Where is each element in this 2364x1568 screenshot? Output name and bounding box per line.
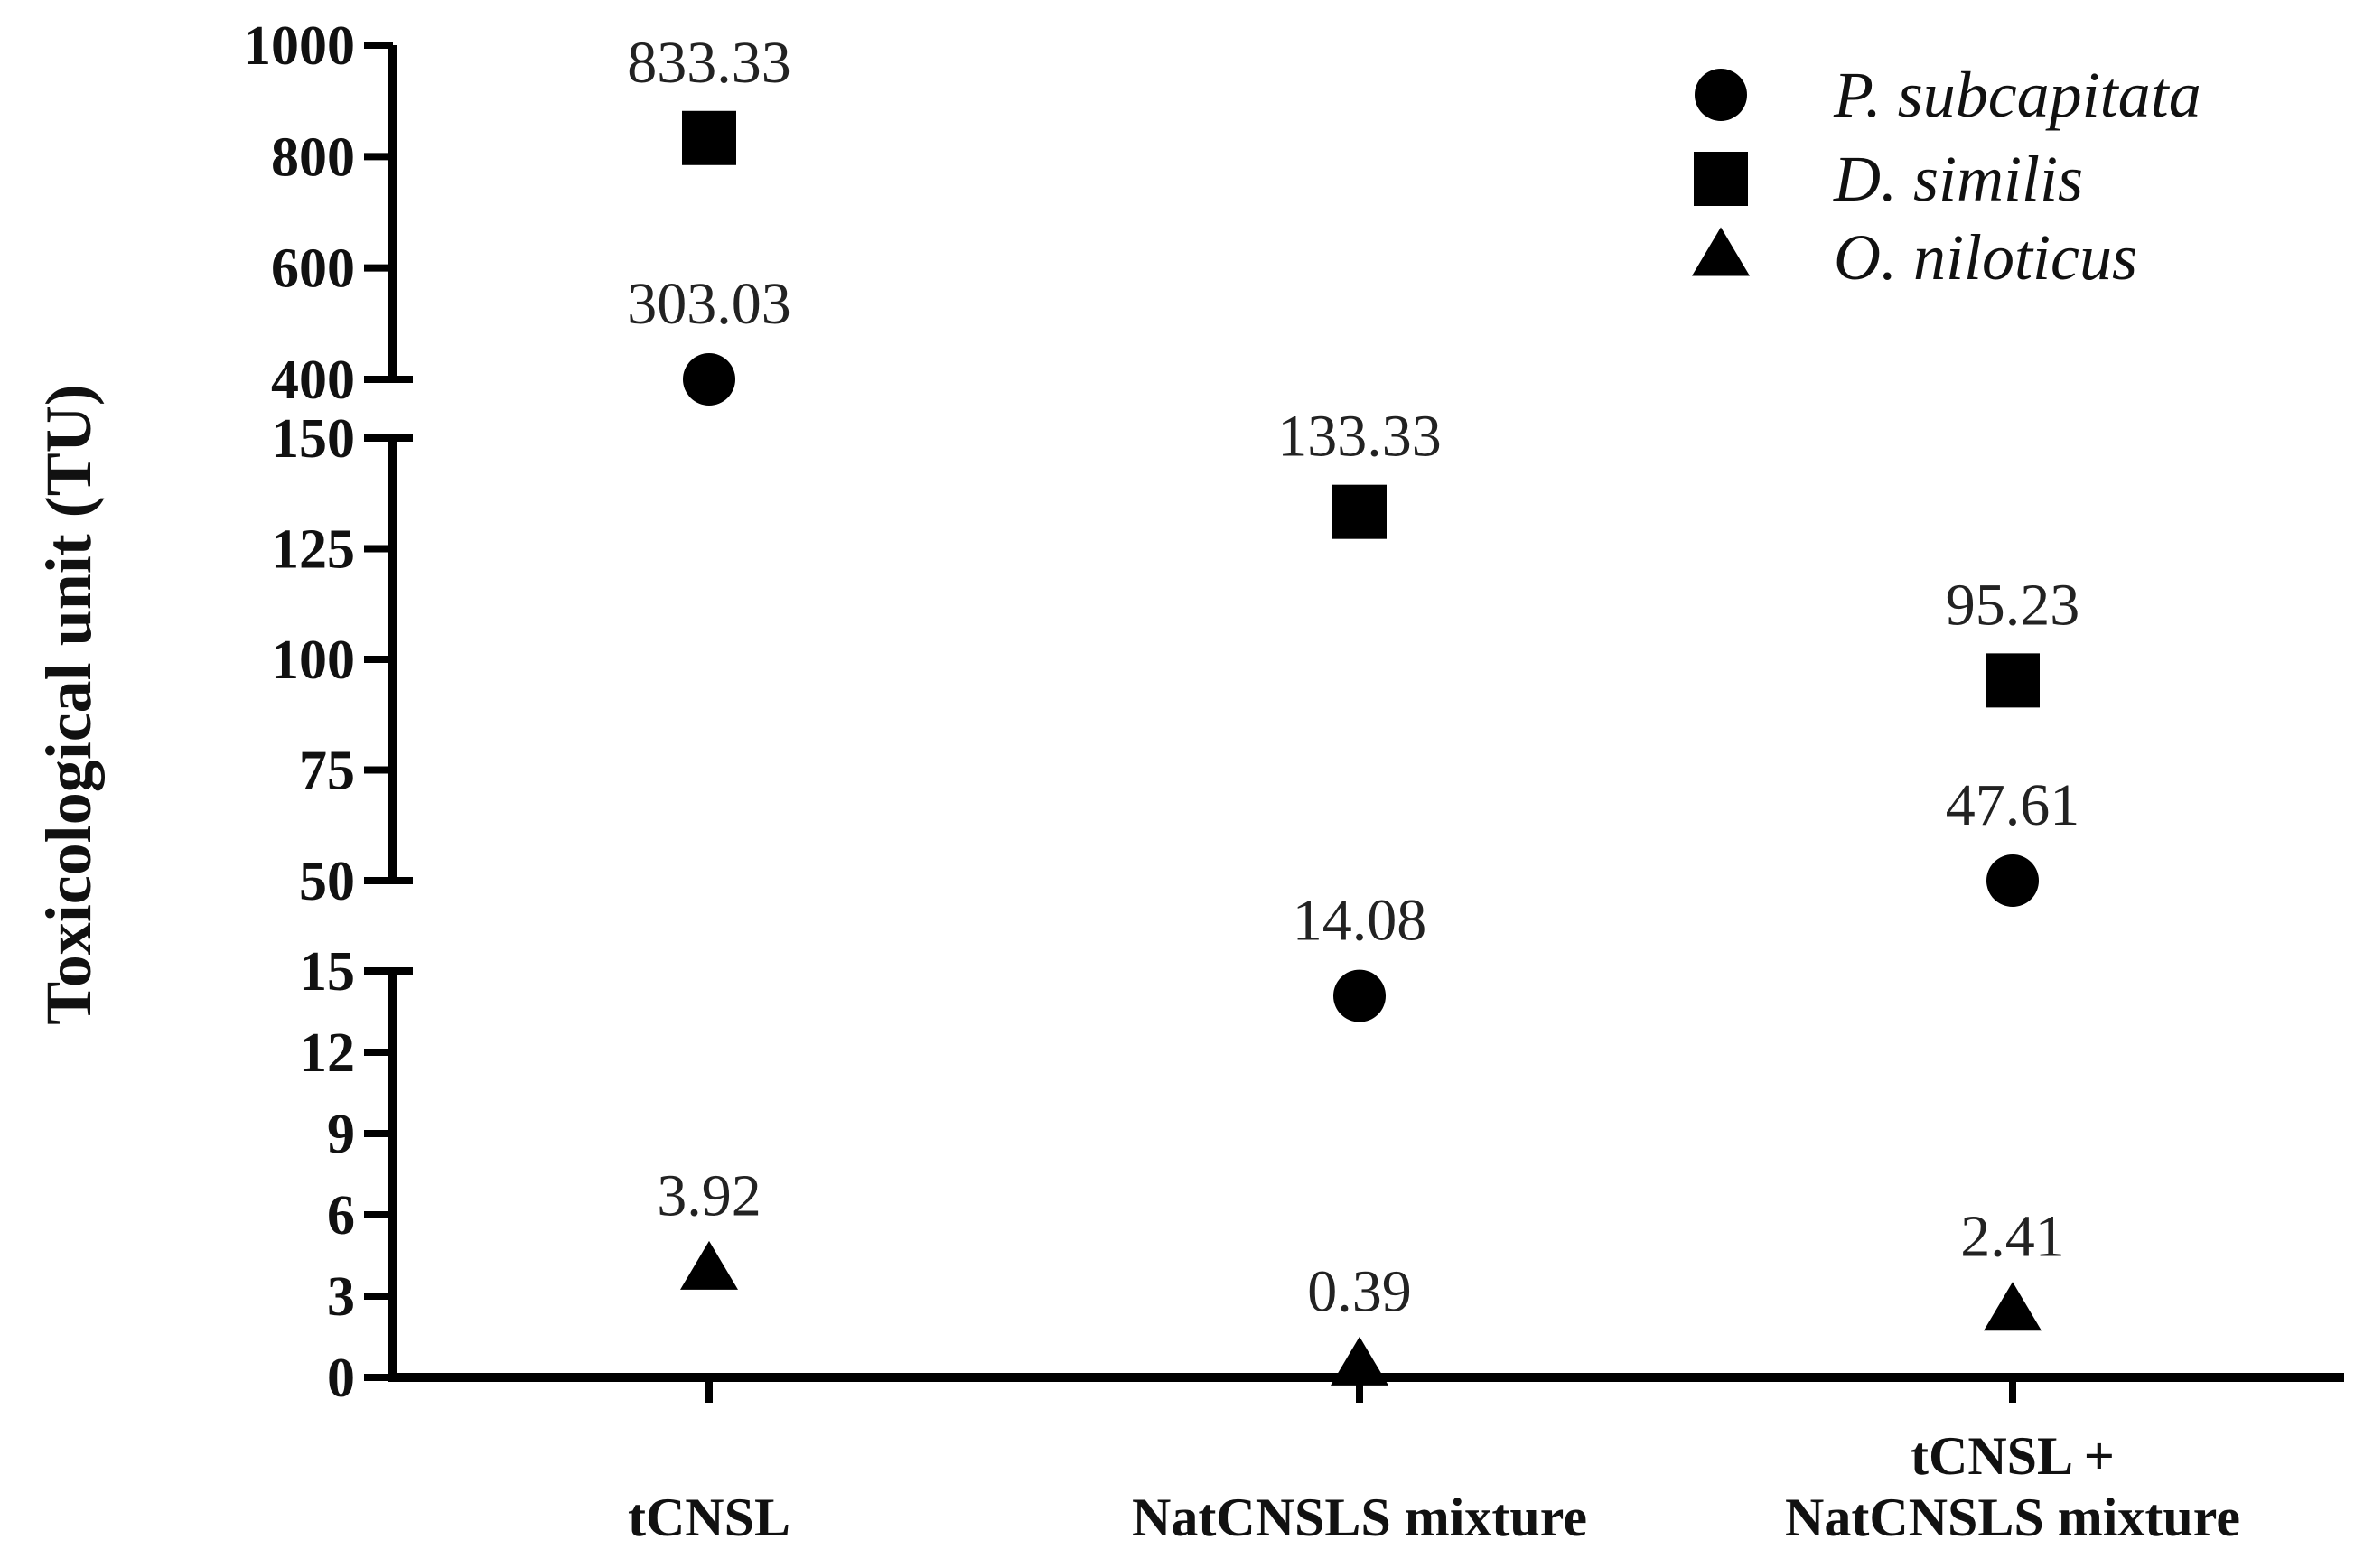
data-label: 303.03 xyxy=(627,271,791,337)
y-axis-title: Toxicological unit (TU) xyxy=(33,384,105,1024)
data-point-square xyxy=(682,110,736,165)
y-tick-label: 800 xyxy=(271,126,355,188)
y-tick-label: 1000 xyxy=(243,15,355,77)
y-tick-label: 15 xyxy=(299,941,355,1003)
x-category-label: tCNSL xyxy=(628,1488,790,1547)
x-category-label: tCNSL + xyxy=(1911,1426,2115,1486)
data-point-square xyxy=(1332,484,1387,539)
legend-square-icon xyxy=(1694,152,1748,206)
legend-label: P. subcapitata xyxy=(1833,59,2201,131)
legend-label: O. niloticus xyxy=(1834,221,2137,294)
y-tick-label: 6 xyxy=(327,1185,355,1246)
y-tick-label: 12 xyxy=(299,1022,355,1084)
x-category-label: NatCNSLS mixture xyxy=(1132,1488,1587,1547)
y-tick-label: 9 xyxy=(327,1104,355,1165)
y-tick-label: 600 xyxy=(271,238,355,300)
y-tick-label: 3 xyxy=(327,1266,355,1328)
y-tick-label: 100 xyxy=(271,630,355,691)
legend-triangle-icon xyxy=(1692,227,1750,276)
data-point-triangle xyxy=(1984,1282,2042,1331)
data-point-circle xyxy=(1986,854,2039,907)
data-point-triangle xyxy=(680,1240,738,1290)
data-label: 3.92 xyxy=(657,1162,762,1228)
legend-circle-icon xyxy=(1695,69,1747,121)
data-point-circle xyxy=(683,353,735,406)
y-tick-label: 400 xyxy=(271,350,355,411)
legend-label: D. similis xyxy=(1833,143,2083,215)
data-label: 0.39 xyxy=(1307,1258,1412,1324)
data-label: 833.33 xyxy=(627,30,791,96)
x-category-label: NatCNSLS mixture xyxy=(1785,1488,2240,1547)
y-tick-label: 150 xyxy=(271,408,355,470)
data-point-circle xyxy=(1333,969,1386,1022)
y-tick-label: 125 xyxy=(271,519,355,581)
data-point-square xyxy=(1986,653,2040,708)
y-tick-label: 75 xyxy=(299,741,355,802)
data-label: 14.08 xyxy=(1293,888,1427,954)
data-point-triangle xyxy=(1331,1336,1388,1386)
data-label: 95.23 xyxy=(1946,572,2080,638)
y-tick-label: 50 xyxy=(299,851,355,912)
data-label: 47.61 xyxy=(1946,772,2080,838)
data-label: 2.41 xyxy=(1960,1204,2065,1270)
data-label: 133.33 xyxy=(1277,404,1442,470)
y-tick-label: 0 xyxy=(327,1348,355,1409)
